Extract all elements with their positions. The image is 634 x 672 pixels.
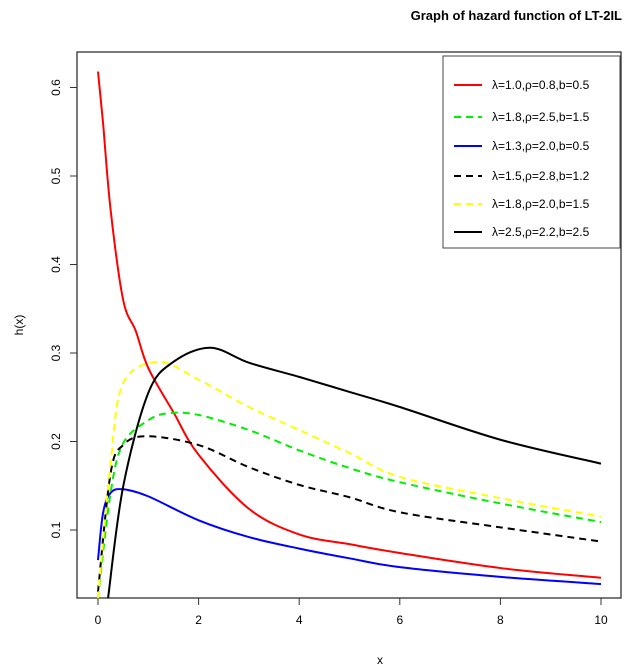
series-line-5 xyxy=(97,360,602,599)
legend-label: λ=1.3,ρ=2.0,b=0.5 xyxy=(492,139,590,153)
x-tick-label: 6 xyxy=(396,613,403,627)
series-line-6 xyxy=(107,346,602,599)
legend-item: λ=2.5,ρ=2.2,b=2.5 xyxy=(454,225,590,239)
y-axis: 0.1 0.2 0.3 0.4 0.5 0.6 xyxy=(49,79,77,538)
y-tick-label: 0.3 xyxy=(49,344,63,361)
x-axis: 0 2 4 6 8 10 xyxy=(95,598,608,627)
legend-item: λ=1.5,ρ=2.8,b=1.2 xyxy=(454,169,590,183)
y-tick-label: 0.4 xyxy=(49,256,63,273)
y-axis-label: h(x) xyxy=(12,315,26,336)
legend-label: λ=1.8,ρ=2.5,b=1.5 xyxy=(492,110,590,124)
x-axis-label: x xyxy=(377,653,383,667)
x-tick-label: 2 xyxy=(195,613,202,627)
x-tick-label: 8 xyxy=(497,613,504,627)
chart-title: Graph of hazard function of LT-2IL xyxy=(411,8,622,23)
plot-frame xyxy=(76,51,622,599)
series-line-1 xyxy=(97,71,602,579)
legend-item: λ=1.0,ρ=0.8,b=0.5 xyxy=(454,78,590,92)
legend-label: λ=1.5,ρ=2.8,b=1.2 xyxy=(492,169,590,183)
series-line-4 xyxy=(97,435,602,593)
x-tick-label: 10 xyxy=(594,613,608,627)
legend-item: λ=1.8,ρ=2.0,b=1.5 xyxy=(454,197,590,211)
legend-box xyxy=(442,55,621,249)
legend: λ=1.0,ρ=0.8,b=0.5 λ=1.8,ρ=2.5,b=1.5 λ=1.3,… xyxy=(442,55,621,249)
x-tick-label: 4 xyxy=(296,613,303,627)
legend-item: λ=1.3,ρ=2.0,b=0.5 xyxy=(454,139,590,153)
series-line-3 xyxy=(97,488,602,585)
x-tick-label: 0 xyxy=(95,613,102,627)
series-line-2 xyxy=(97,411,602,599)
legend-label: λ=1.8,ρ=2.0,b=1.5 xyxy=(492,197,590,211)
legend-item: λ=1.8,ρ=2.5,b=1.5 xyxy=(454,110,590,124)
y-tick-label: 0.1 xyxy=(49,521,63,538)
y-tick-label: 0.6 xyxy=(49,79,63,96)
series-lines xyxy=(97,71,602,599)
legend-label: λ=1.0,ρ=0.8,b=0.5 xyxy=(492,78,590,92)
y-tick-label: 0.5 xyxy=(49,167,63,184)
y-tick-label: 0.2 xyxy=(49,433,63,450)
legend-label: λ=2.5,ρ=2.2,b=2.5 xyxy=(492,225,590,239)
